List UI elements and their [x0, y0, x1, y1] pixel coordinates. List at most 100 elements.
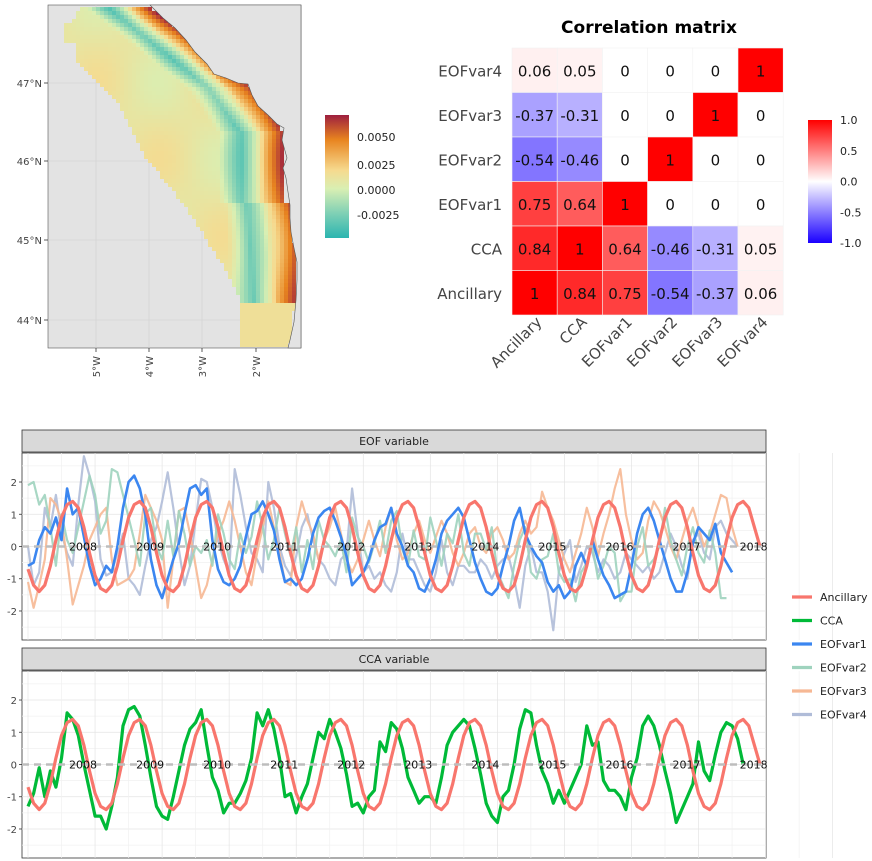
map-cell: [88, 35, 92, 39]
map-cell: [152, 143, 156, 147]
map-cell: [184, 175, 188, 179]
map-cell: [160, 79, 164, 83]
map-cell: [236, 107, 240, 111]
map-cell: [192, 187, 196, 191]
map-cell: [76, 23, 80, 27]
map-cell: [256, 291, 260, 295]
map-cell: [76, 47, 80, 51]
map-cell: [84, 39, 88, 43]
map-cell: [204, 127, 208, 131]
map-cell: [244, 339, 248, 343]
map-cell: [220, 87, 224, 91]
map-cell: [180, 51, 184, 55]
map-cell: [152, 111, 156, 115]
map-cell: [292, 283, 296, 287]
map-cell: [252, 151, 256, 155]
map-cell: [168, 71, 172, 75]
map-cell: [252, 207, 256, 211]
map-cell: [236, 135, 240, 139]
map-cell: [84, 15, 88, 19]
map-cell: [220, 111, 224, 115]
map-cell: [280, 227, 284, 231]
map-cell: [240, 331, 244, 335]
map-cell: [208, 171, 212, 175]
map-cell: [212, 135, 216, 139]
map-cell: [108, 43, 112, 47]
map-cell: [204, 71, 208, 75]
map-cell: [264, 343, 268, 347]
correlation-cell-label: -0.31: [560, 107, 599, 125]
map-cell: [256, 227, 260, 231]
map-cell: [276, 127, 280, 131]
map-cell: [120, 55, 124, 59]
map-cell: [256, 267, 260, 271]
map-cell: [276, 219, 280, 223]
map-cell: [192, 63, 196, 67]
map-cell: [248, 275, 252, 279]
map-cell: [176, 159, 180, 163]
map-cell: [200, 171, 204, 175]
map-cell: [268, 235, 272, 239]
map-cell: [184, 183, 188, 187]
map-cell: [168, 139, 172, 143]
map-cell: [204, 87, 208, 91]
map-cell: [176, 147, 180, 151]
map-cell: [276, 323, 280, 327]
map-cell: [216, 227, 220, 231]
map-cell: [212, 123, 216, 127]
map-cell: [152, 67, 156, 71]
map-cell: [144, 55, 148, 59]
map-cell: [248, 143, 252, 147]
map-cell: [220, 127, 224, 131]
map-cell: [164, 43, 168, 47]
map-cell: [268, 219, 272, 223]
map-cell: [252, 311, 256, 315]
map-cell: [248, 267, 252, 271]
map-cell: [108, 47, 112, 51]
map-cell: [180, 67, 184, 71]
map-cell: [208, 187, 212, 191]
map-cell: [232, 211, 236, 215]
map-cell: [132, 27, 136, 31]
map-cell: [148, 35, 152, 39]
map-cell: [236, 131, 240, 135]
map-cell: [284, 263, 288, 267]
map-cell: [264, 231, 268, 235]
map-cell: [264, 183, 268, 187]
map-cell: [96, 35, 100, 39]
map-cell: [264, 119, 268, 123]
correlation-colorbar-label: -0.5: [840, 206, 861, 219]
map-cell: [276, 151, 280, 155]
map-cell: [236, 239, 240, 243]
map-panel: 47°N46°N45°N44°N 5°W 4°W 3°W 2°W 0.00500.00…: [17, 4, 399, 377]
map-cell: [160, 99, 164, 103]
map-cell: [132, 67, 136, 71]
map-cell: [180, 139, 184, 143]
map-cell: [244, 115, 248, 119]
map-cell: [132, 107, 136, 111]
map-cell: [288, 299, 292, 303]
map-cell: [136, 91, 140, 95]
map-cell: [232, 179, 236, 183]
map-cell: [248, 115, 252, 119]
map-cell: [228, 219, 232, 223]
map-cell: [176, 131, 180, 135]
map-cell: [264, 307, 268, 311]
map-cell: [260, 155, 264, 159]
map-cell: [284, 287, 288, 291]
map-cell: [216, 123, 220, 127]
map-cell: [264, 115, 268, 119]
map-cell: [172, 75, 176, 79]
map-cell: [124, 111, 128, 115]
map-cell: [216, 235, 220, 239]
map-cell: [268, 323, 272, 327]
map-cell: [232, 147, 236, 151]
map-cell: [232, 111, 236, 115]
map-cell: [212, 183, 216, 187]
map-cell: [204, 107, 208, 111]
map-cell: [288, 243, 292, 247]
map-cell: [200, 143, 204, 147]
map-cell: [220, 143, 224, 147]
map-cell: [204, 139, 208, 143]
legend-label-ancillary: Ancillary: [820, 591, 868, 604]
